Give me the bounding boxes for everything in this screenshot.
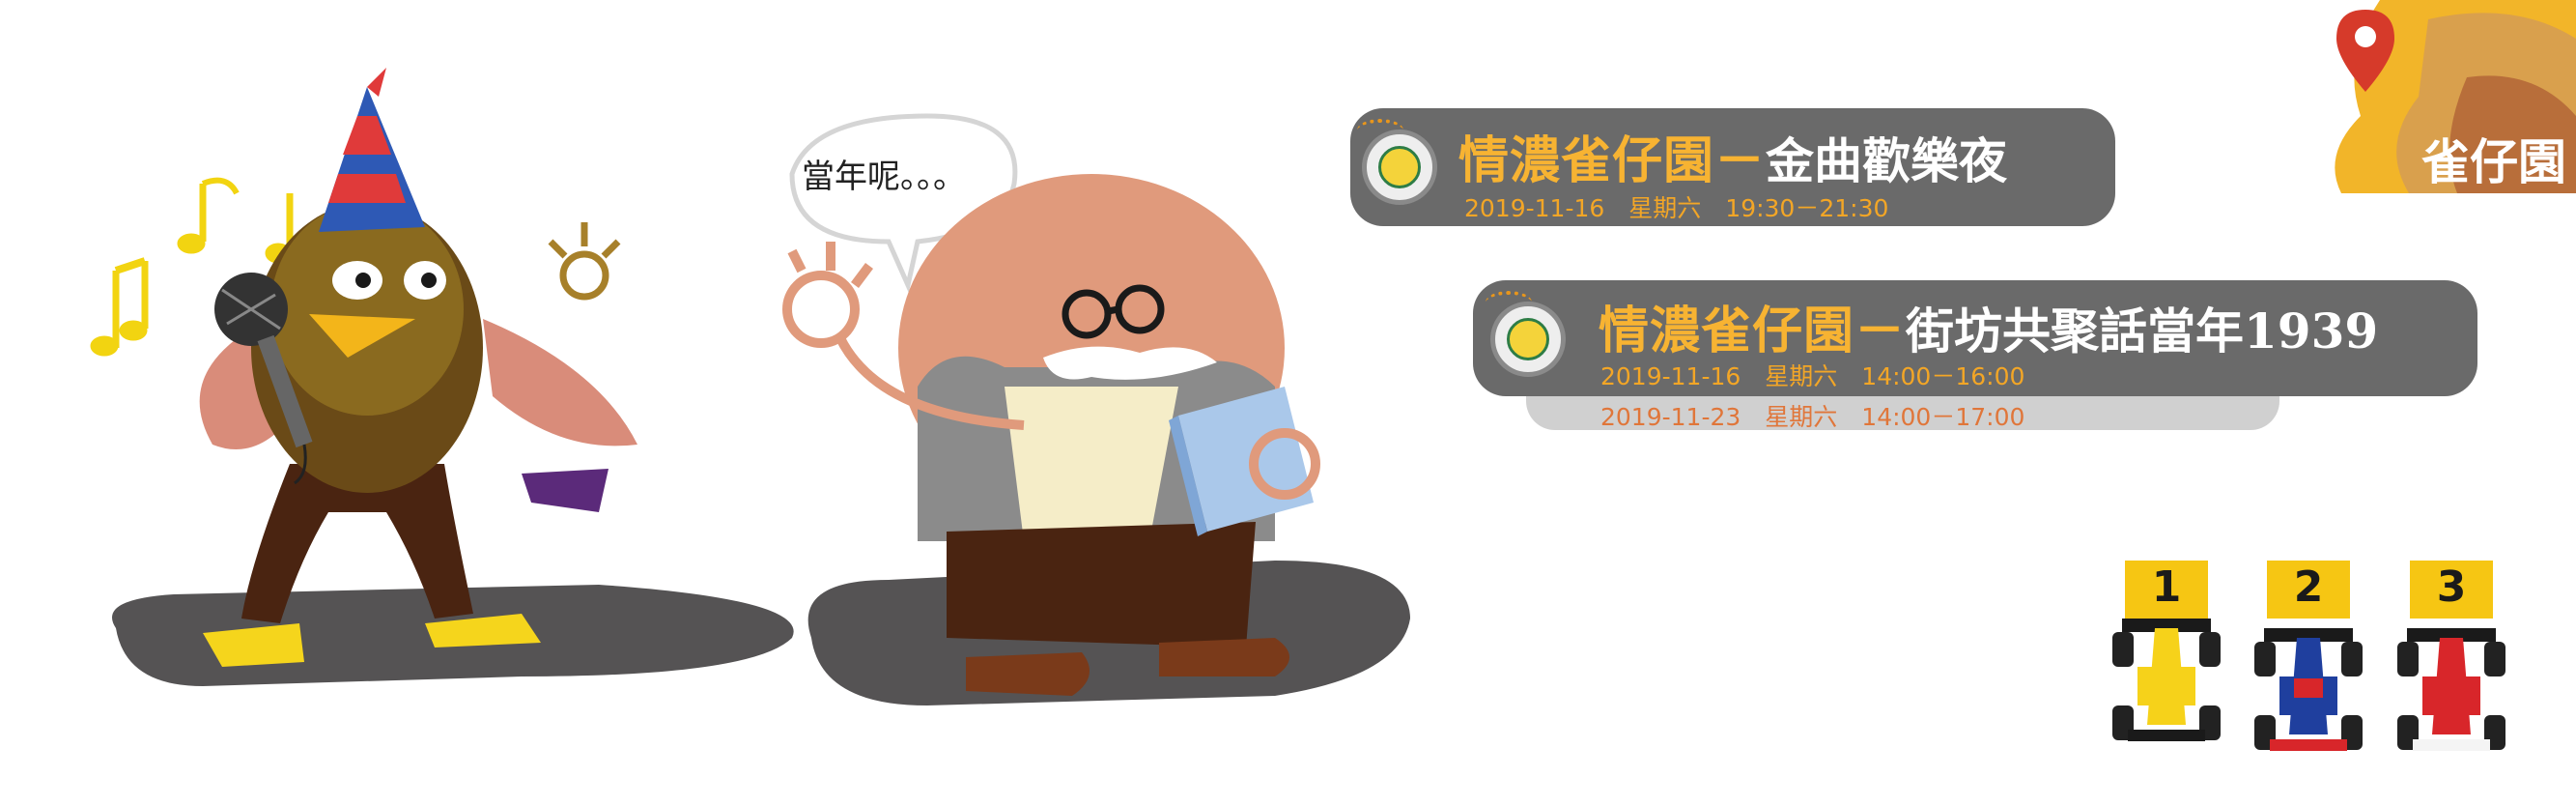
event-date: 2019-11-16 星期六 19:30－21:30: [1464, 194, 1889, 222]
event-title: 街坊共聚話當年1939: [1906, 302, 2379, 360]
event-date: 2019-11-16 星期六 14:00－16:00: [1600, 362, 2025, 390]
singing-bird-illustration: [90, 68, 794, 686]
bird-foot-right: [425, 614, 541, 648]
bird-foot-left: [203, 623, 304, 667]
party-hat-icon: [319, 68, 425, 232]
logo[interactable]: 雀仔園: [2322, 0, 2576, 193]
race-car-icon: [2112, 619, 2221, 741]
event-title: 金曲歡樂夜: [1766, 132, 2008, 189]
race-car-icon: [2254, 628, 2363, 751]
logo-text: 雀仔園: [2421, 133, 2566, 190]
ranking-number: 2: [2293, 562, 2324, 612]
ranking-place-3: 3: [2393, 561, 2509, 754]
event-banner-1[interactable]: 情濃雀仔園－金曲歡樂夜 2019-11-16 星期六 19:30－21:30: [1350, 108, 2115, 226]
event-title-highlight: 情濃雀仔園－: [1458, 131, 1767, 190]
ranking-place-1: 1: [2109, 561, 2224, 754]
glasses-icon: [1062, 284, 1165, 339]
map-pin-icon: [2336, 10, 2394, 92]
event-date-second: 2019-11-23 星期六 14:00－17:00: [1600, 403, 2025, 431]
race-car-icon: [2397, 628, 2505, 751]
event-title-highlight: 情濃雀仔園－: [1599, 302, 1907, 360]
microphone-icon: [214, 273, 313, 485]
speech-bubble: [789, 113, 1018, 293]
ranking-number: 1: [2151, 562, 2182, 612]
grandpa-reading-illustration: [782, 113, 1410, 705]
trophy-badge-icon-2: [1486, 291, 1566, 377]
ranking-place-2: 2: [2250, 561, 2366, 754]
speech-bubble-text: 當年呢。。。: [802, 158, 966, 196]
event-banner-2[interactable]: 情濃雀仔園－街坊共聚話當年1939 2019-11-16 星期六 14:00－1…: [1473, 280, 2477, 396]
ranking-number: 3: [2436, 562, 2467, 612]
trophy-badge-icon: [1357, 119, 1437, 205]
logo-graphic: [2335, 0, 2576, 193]
